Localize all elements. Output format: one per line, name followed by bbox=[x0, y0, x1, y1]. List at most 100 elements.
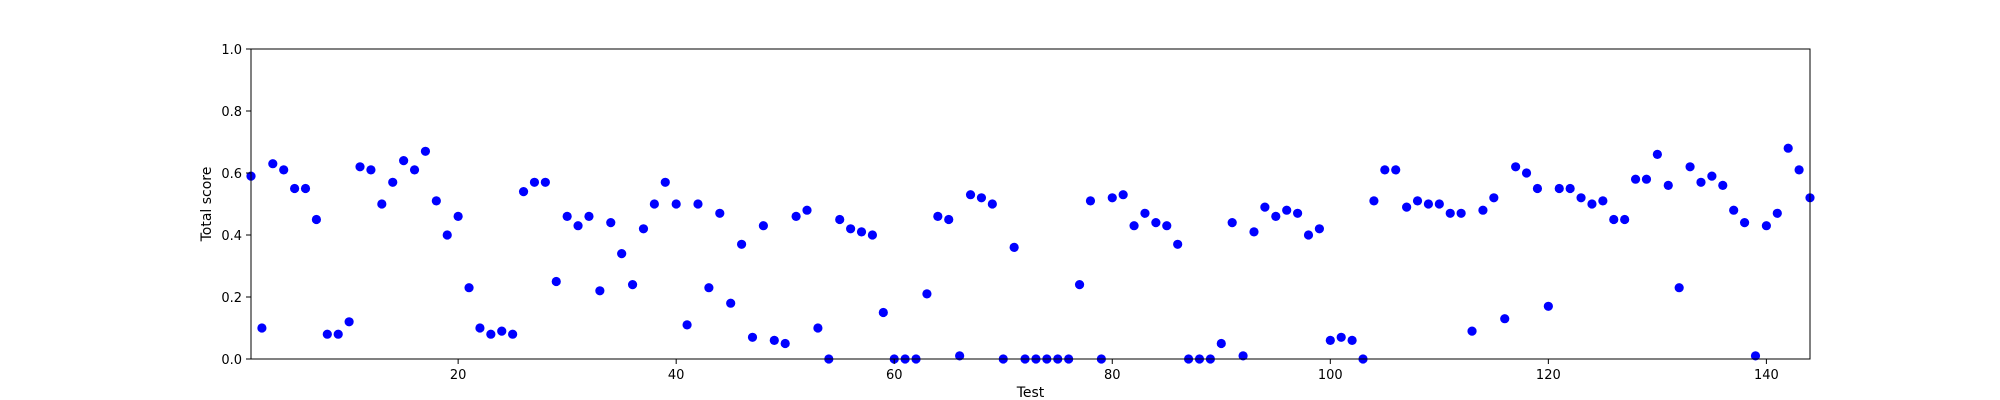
data-point bbox=[802, 205, 812, 215]
data-point bbox=[606, 218, 616, 228]
data-point bbox=[497, 326, 507, 336]
plot-frame bbox=[250, 48, 1811, 360]
data-point bbox=[1794, 165, 1804, 175]
x-tick-label: 120 bbox=[1536, 368, 1561, 383]
x-tick-label: 100 bbox=[1318, 368, 1343, 383]
data-point bbox=[1151, 218, 1161, 228]
data-point bbox=[322, 329, 332, 339]
data-point bbox=[431, 196, 441, 206]
data-point bbox=[1718, 180, 1728, 190]
data-point bbox=[1391, 165, 1401, 175]
data-point bbox=[1347, 335, 1357, 345]
data-point bbox=[649, 199, 659, 209]
data-point bbox=[518, 187, 529, 197]
data-point bbox=[1696, 177, 1706, 187]
y-axis-ticks: 0.0 0.2 0.4 0.6 0.8 1.0 bbox=[221, 43, 251, 368]
data-point bbox=[1543, 301, 1553, 311]
x-axis-label: Test bbox=[1016, 385, 1045, 400]
data-point bbox=[1609, 214, 1619, 225]
data-point bbox=[344, 317, 354, 327]
data-point bbox=[399, 156, 409, 166]
data-point bbox=[475, 323, 485, 333]
data-point bbox=[1620, 214, 1630, 225]
data-point bbox=[867, 230, 878, 240]
data-point bbox=[1554, 183, 1564, 194]
data-point bbox=[1467, 326, 1477, 336]
data-point bbox=[1532, 183, 1543, 194]
data-point bbox=[1293, 208, 1303, 218]
data-point bbox=[562, 211, 572, 221]
data-point bbox=[1140, 208, 1150, 218]
data-point bbox=[1674, 283, 1684, 293]
data-point bbox=[1565, 183, 1575, 194]
data-point bbox=[442, 230, 452, 240]
data-point bbox=[366, 165, 376, 175]
y-tick-label: 1.0 bbox=[221, 43, 242, 58]
y-tick-label: 0.0 bbox=[221, 353, 242, 368]
data-point bbox=[595, 286, 605, 296]
data-point bbox=[747, 332, 758, 342]
data-point bbox=[693, 199, 703, 209]
data-point bbox=[1260, 202, 1270, 212]
data-point bbox=[1325, 335, 1335, 345]
data-point bbox=[944, 214, 954, 225]
data-point bbox=[551, 276, 561, 287]
data-point bbox=[846, 224, 856, 234]
x-tick-label: 40 bbox=[668, 368, 685, 383]
data-point bbox=[1663, 180, 1673, 190]
data-point bbox=[1271, 211, 1281, 221]
data-point bbox=[584, 211, 594, 221]
data-point bbox=[726, 298, 736, 308]
data-point bbox=[1500, 314, 1510, 324]
data-point bbox=[1085, 196, 1096, 206]
x-tick-label: 20 bbox=[450, 368, 467, 383]
data-point bbox=[1685, 162, 1695, 172]
data-point bbox=[1249, 227, 1259, 237]
data-point bbox=[1314, 224, 1325, 234]
y-tick-label: 0.8 bbox=[221, 105, 242, 120]
data-point bbox=[638, 224, 649, 234]
data-point bbox=[1303, 230, 1314, 240]
data-point bbox=[1162, 221, 1172, 231]
data-point bbox=[758, 221, 768, 231]
data-point bbox=[660, 177, 670, 187]
data-point bbox=[965, 190, 976, 200]
data-point bbox=[1641, 174, 1652, 184]
y-tick-label: 0.6 bbox=[221, 167, 242, 182]
data-point bbox=[1739, 218, 1750, 228]
data-point bbox=[355, 162, 365, 172]
data-point bbox=[780, 338, 790, 349]
data-point bbox=[377, 199, 387, 209]
data-point bbox=[333, 329, 343, 339]
data-point bbox=[1216, 338, 1226, 349]
data-point bbox=[268, 159, 278, 169]
data-point bbox=[1445, 208, 1455, 218]
data-point bbox=[1074, 280, 1085, 290]
data-point bbox=[464, 283, 474, 293]
data-point bbox=[922, 289, 932, 299]
data-point bbox=[976, 193, 987, 203]
data-point bbox=[1118, 190, 1128, 200]
data-point bbox=[1511, 162, 1521, 172]
data-point bbox=[1402, 202, 1412, 212]
data-point bbox=[453, 211, 463, 221]
x-tick-label: 140 bbox=[1754, 368, 1779, 383]
x-axis-ticks: 20 40 60 80 100 120 140 bbox=[450, 359, 1779, 383]
data-point bbox=[1369, 196, 1379, 206]
data-point bbox=[1489, 193, 1499, 203]
data-point bbox=[1423, 199, 1434, 209]
data-point bbox=[1598, 196, 1608, 206]
data-point bbox=[1576, 193, 1586, 203]
x-tick-label: 80 bbox=[1104, 368, 1121, 383]
x-tick-label: 60 bbox=[886, 368, 903, 383]
points-layer bbox=[246, 143, 1815, 364]
data-point bbox=[1587, 199, 1597, 209]
data-point bbox=[1173, 239, 1183, 249]
data-point bbox=[704, 283, 714, 293]
data-point bbox=[1478, 205, 1488, 215]
data-point bbox=[1336, 332, 1346, 342]
data-point bbox=[420, 146, 431, 156]
data-point bbox=[1380, 165, 1390, 175]
